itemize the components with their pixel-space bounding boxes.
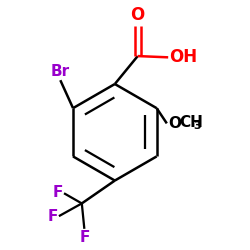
Text: OH: OH [170,48,198,66]
Text: F: F [52,185,63,200]
Text: 3: 3 [194,122,201,132]
Text: Br: Br [51,64,70,79]
Text: F: F [79,230,90,245]
Text: O: O [130,6,145,24]
Text: CH: CH [179,116,203,130]
Text: O: O [168,116,181,131]
Text: F: F [47,209,58,224]
